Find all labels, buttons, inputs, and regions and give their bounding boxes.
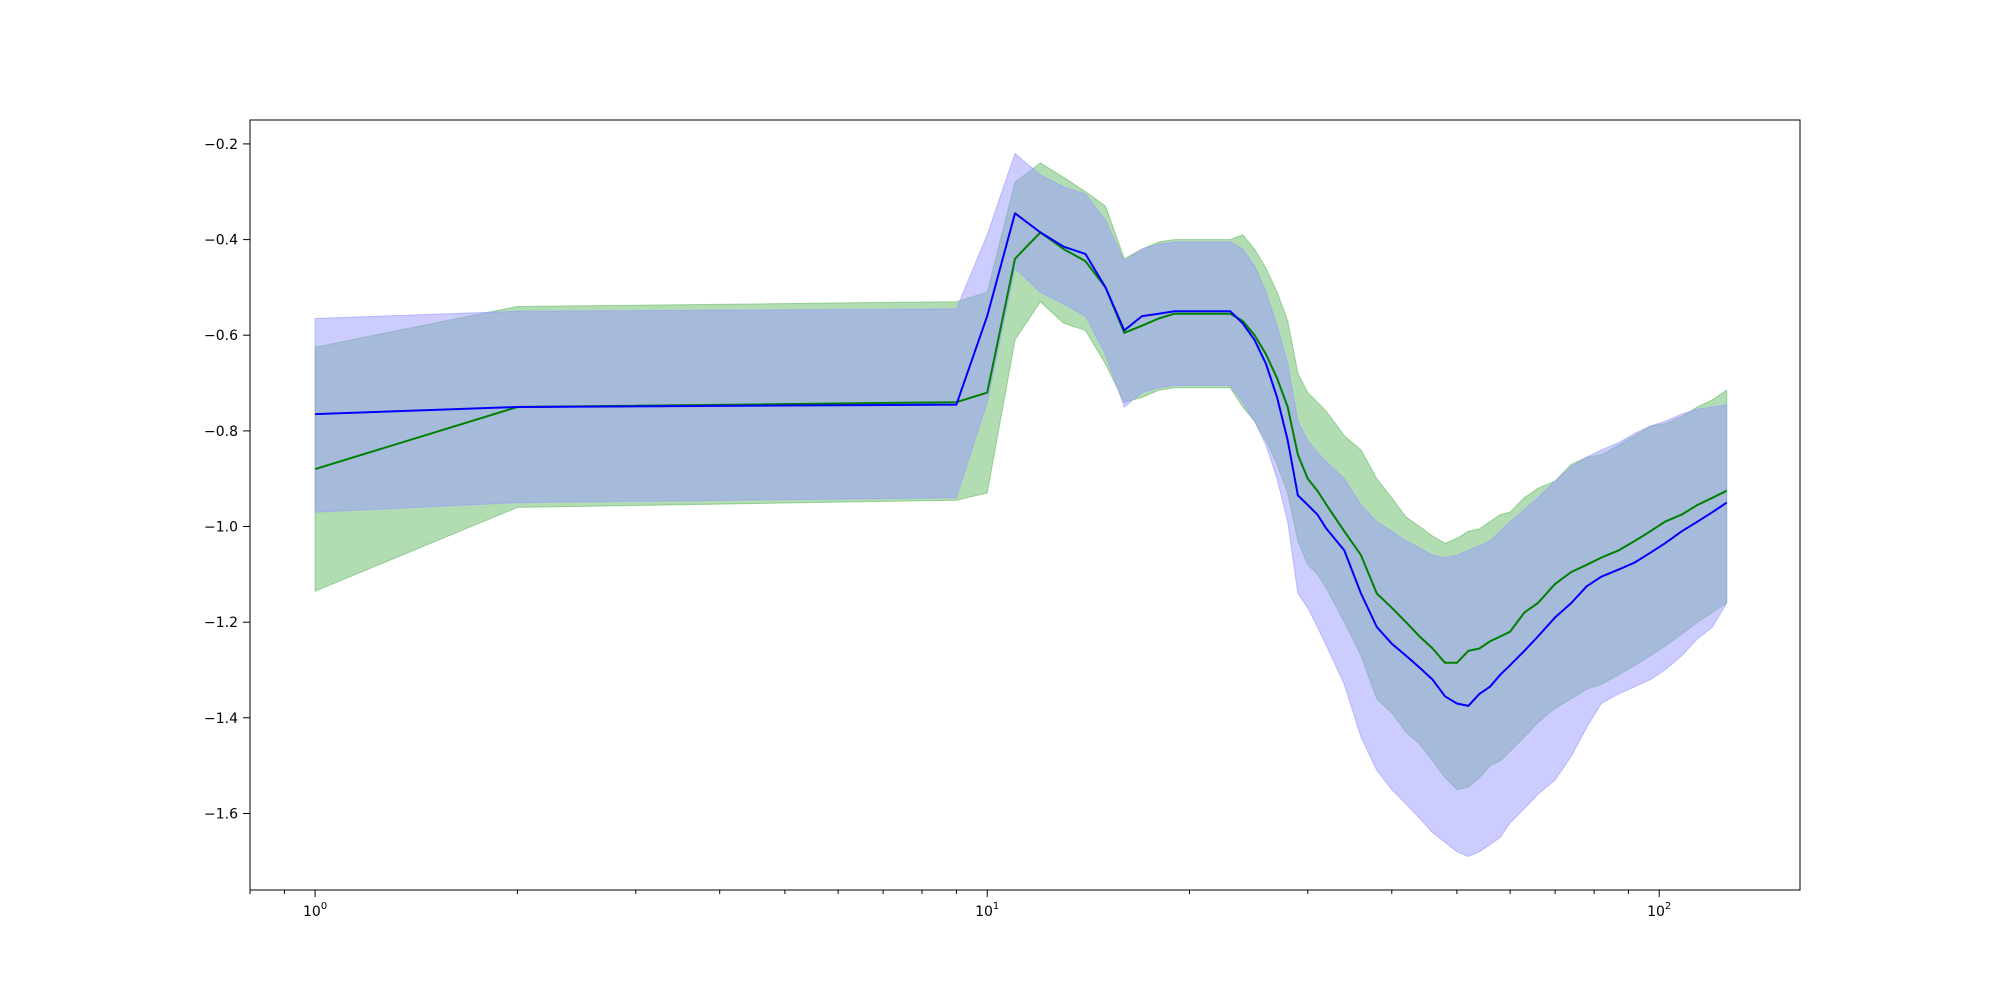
- y-tick-label: −1.2: [204, 615, 238, 631]
- series-1-line: [315, 212, 1728, 707]
- x-tick-label: 100: [303, 901, 327, 920]
- x-tick-label: 101: [975, 901, 999, 920]
- y-tick-label: −0.8: [204, 424, 238, 440]
- series-1-band: [314, 152, 1728, 858]
- y-tick-label: −1.4: [204, 711, 238, 727]
- y-tick-label: −0.2: [204, 137, 238, 153]
- x-tick-label: 102: [1647, 901, 1671, 920]
- series-lines: [314, 212, 1728, 707]
- y-axis: −0.2 −0.4 −0.6 −0.8 −1.0 −1.2 −1.4 −1.6: [204, 137, 250, 823]
- axes-frame: [249, 119, 1801, 891]
- y-tick-label: −0.4: [204, 233, 238, 249]
- y-tick-label: −1.0: [204, 520, 238, 536]
- x-axis: 100 101 102: [249, 890, 1671, 920]
- y-tick-label: −0.6: [204, 328, 238, 344]
- confidence-bands: [314, 152, 1728, 858]
- y-tick-label: −1.6: [204, 807, 238, 823]
